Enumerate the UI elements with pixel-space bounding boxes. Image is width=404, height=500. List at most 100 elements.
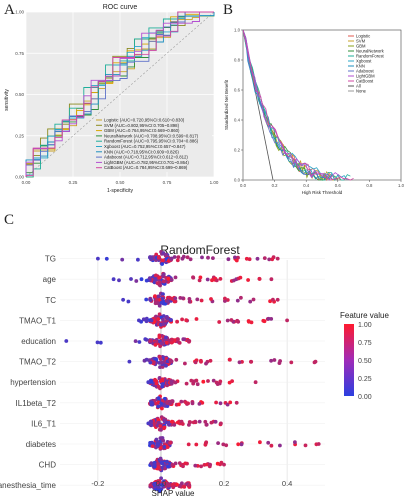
shap-point xyxy=(158,436,163,440)
shap-point xyxy=(177,341,182,345)
shap-point xyxy=(156,294,161,299)
shap-point xyxy=(159,341,164,346)
shap-point xyxy=(149,400,154,405)
shap-feature-row xyxy=(96,250,280,266)
shap-point xyxy=(289,360,294,365)
shap-point xyxy=(134,279,139,283)
shap-point xyxy=(159,476,164,481)
shap-point xyxy=(262,256,267,260)
roc-series-line xyxy=(25,11,214,177)
shap-legend-tick-label: 0.00 xyxy=(358,394,372,401)
roc-title: ROC curve xyxy=(103,4,138,11)
dca-legend-entry: None xyxy=(356,89,367,94)
shap-point xyxy=(149,379,154,384)
roc-chart: ROC curve 0.00 0.25 0.50 0.75 1.00 0.00 0.25 0… xyxy=(4,4,219,194)
shap-point xyxy=(236,442,241,447)
shap-point xyxy=(154,297,159,302)
dca-legend-entry: All xyxy=(356,84,361,89)
shap-point xyxy=(197,419,202,424)
shap-point xyxy=(239,295,243,300)
shap-feature-row xyxy=(146,376,258,391)
shap-point xyxy=(200,255,204,260)
shap-legend-tick-label: 0.25 xyxy=(358,376,372,383)
shap-point xyxy=(190,401,195,406)
shap-point xyxy=(218,277,223,281)
shap-point xyxy=(204,440,209,445)
shap-point xyxy=(160,483,165,487)
shap-point xyxy=(162,402,167,407)
shap-point xyxy=(157,488,162,493)
shap-point xyxy=(121,297,125,302)
shap-point xyxy=(277,361,282,365)
shap-point xyxy=(194,442,199,447)
dca-ytick-label: 0.8 xyxy=(234,58,241,63)
dca-legend-entry: Xgboost xyxy=(356,59,372,64)
shap-point xyxy=(192,379,197,384)
shap-point xyxy=(233,255,237,260)
shap-point xyxy=(187,297,192,301)
shap-point xyxy=(143,337,148,341)
shap-point xyxy=(153,278,158,283)
shap-point xyxy=(285,318,289,323)
shap-legend-title: Feature value xyxy=(340,311,389,320)
dca-legend-entry: KNN xyxy=(356,64,365,69)
shap-point xyxy=(197,278,202,283)
shap-point xyxy=(181,296,185,301)
shap-point xyxy=(187,299,192,304)
shap-point xyxy=(269,277,274,282)
shap-point xyxy=(170,419,174,424)
shap-point xyxy=(149,461,154,466)
shap-point xyxy=(313,359,318,364)
shap-point xyxy=(205,277,210,282)
shap-point xyxy=(271,297,275,302)
shap-point xyxy=(275,256,280,261)
shap-feature-label: anesthesia_time xyxy=(0,481,57,490)
shap-point xyxy=(209,420,214,425)
shap-point xyxy=(156,317,161,321)
shap-point xyxy=(164,340,169,345)
shap-point xyxy=(139,277,144,282)
shap-point xyxy=(187,339,192,343)
shap-point xyxy=(170,337,175,342)
shap-point xyxy=(217,320,222,324)
shap-point xyxy=(229,318,234,322)
shap-point xyxy=(238,275,243,280)
shap-point xyxy=(169,318,174,322)
shap-point xyxy=(148,338,153,343)
shap-point xyxy=(198,275,203,280)
shap-point xyxy=(193,360,198,365)
shap-point xyxy=(129,277,133,281)
shap-point xyxy=(159,460,164,465)
shap-point xyxy=(227,357,232,362)
shap-point xyxy=(208,462,213,467)
shap-point xyxy=(214,400,219,405)
shap-point xyxy=(155,442,160,446)
shap-xtick-label: -0.2 xyxy=(91,479,104,488)
shap-feature-label: TG xyxy=(45,255,56,264)
shap-point xyxy=(199,464,204,469)
shap-feature-row xyxy=(146,415,223,432)
shap-point xyxy=(222,462,226,467)
shap-point xyxy=(176,337,180,342)
shap-point xyxy=(175,319,180,324)
shap-point xyxy=(269,443,274,448)
shap-title: RandomForest xyxy=(160,243,240,257)
shap-point xyxy=(191,275,196,280)
shap-point xyxy=(173,296,178,301)
dca-series-line xyxy=(242,29,348,181)
shap-xtick-label: 0.4 xyxy=(282,479,292,488)
shap-point xyxy=(210,278,214,283)
shap-point xyxy=(165,445,170,449)
shap-point xyxy=(154,401,159,406)
shap-feature-row xyxy=(148,456,226,473)
shap-point xyxy=(111,277,116,282)
roc-ytick-label: 0.50 xyxy=(15,92,24,97)
dca-xtick-label: 1.0 xyxy=(398,183,404,188)
shap-point xyxy=(249,320,254,325)
shap-point xyxy=(173,275,178,280)
shap-point xyxy=(156,255,161,260)
shap-point xyxy=(156,404,161,409)
shap-point xyxy=(239,442,244,447)
dca-ytick-label: 0.0 xyxy=(234,178,241,183)
shap-feature-row xyxy=(148,436,321,451)
